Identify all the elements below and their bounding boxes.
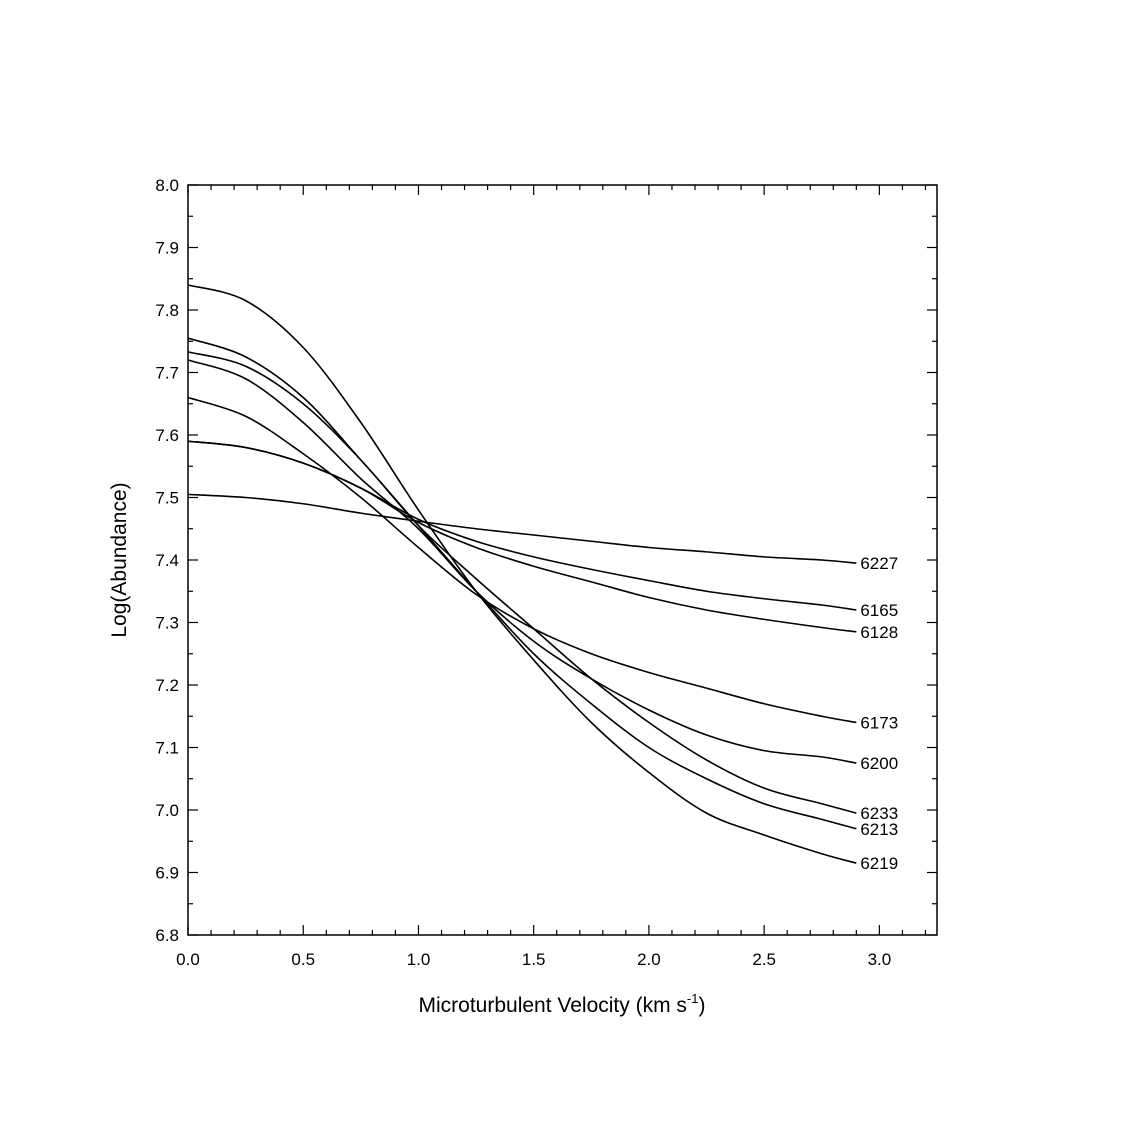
y-tick-label: 8.0 xyxy=(155,176,179,195)
y-tick-label: 7.6 xyxy=(155,426,179,445)
x-tick-label: 2.5 xyxy=(752,950,776,969)
series-line-6233 xyxy=(187,351,857,814)
axis-tick-labels: 0.0 0.5 1.0 1.5 2.0 2.5 3.0 6.8 6.9 7.0 7.1 7.2 7.3 7… xyxy=(155,176,891,969)
series-label-6227: 6227 xyxy=(860,554,898,573)
y-tick-label: 7.3 xyxy=(155,614,179,633)
series-label-6173: 6173 xyxy=(860,714,898,733)
x-tick-label: 3.0 xyxy=(868,950,892,969)
series-label-6165: 6165 xyxy=(860,601,898,620)
y-tick-label: 6.8 xyxy=(155,926,179,945)
series-line-6165 xyxy=(187,440,857,611)
y-tick-label: 6.9 xyxy=(155,864,179,883)
series-label-6128: 6128 xyxy=(860,623,898,642)
y-tick-label: 7.5 xyxy=(155,489,179,508)
x-axis-label-main: Microturbulent Velocity (km s xyxy=(419,994,687,1017)
x-tick-label: 0.5 xyxy=(291,950,315,969)
y-tick-label: 7.1 xyxy=(155,739,179,758)
series-label-6213: 6213 xyxy=(860,820,898,839)
series-curves xyxy=(187,284,857,864)
series-line-6219 xyxy=(187,284,857,864)
series-line-6200 xyxy=(187,359,857,764)
x-axis-label-superscript: -1 xyxy=(687,991,699,1006)
y-tick-label: 7.0 xyxy=(155,801,179,820)
x-tick-label: 1.5 xyxy=(522,950,546,969)
x-tick-label: 0.0 xyxy=(176,950,200,969)
x-axis-label: Microturbulent Velocity (km s-1) xyxy=(419,991,706,1017)
series-label-6219: 6219 xyxy=(860,854,898,873)
series-line-6128 xyxy=(187,440,857,633)
y-axis-label: Log(Abundance) xyxy=(108,482,131,637)
y-tick-label: 7.8 xyxy=(155,301,179,320)
series-label-6233: 6233 xyxy=(860,804,898,823)
x-axis-label-close: ) xyxy=(698,994,705,1017)
y-tick-label: 7.9 xyxy=(155,239,179,258)
x-tick-label: 1.0 xyxy=(407,950,431,969)
y-tick-label: 7.7 xyxy=(155,364,179,383)
x-tick-label: 2.0 xyxy=(637,950,661,969)
y-tick-label: 7.2 xyxy=(155,676,179,695)
series-line-6213 xyxy=(187,337,857,830)
series-label-6200: 6200 xyxy=(860,754,898,773)
axis-ticks xyxy=(187,184,937,936)
series-line-6227 xyxy=(187,493,857,564)
series-line-6173 xyxy=(187,396,857,724)
y-tick-label: 7.4 xyxy=(155,551,179,570)
